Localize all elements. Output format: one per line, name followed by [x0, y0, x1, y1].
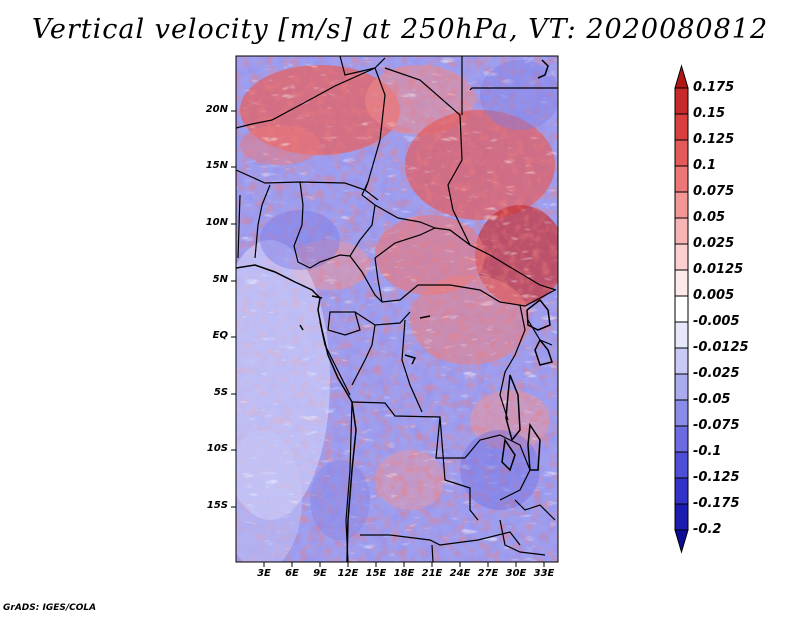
colorbar-label: -0.075 [693, 418, 740, 433]
colorbar-segment [674, 113, 689, 141]
colorbar-label: -0.005 [693, 314, 740, 329]
lat-label-5s: 5S [213, 387, 228, 398]
colorbar-segment [674, 399, 689, 427]
colorbar-label: 0.1 [693, 158, 717, 173]
colorbar-label: 0.175 [693, 80, 735, 95]
colorbar-label: 0.025 [693, 236, 735, 251]
colorbar-segment [674, 503, 689, 531]
colorbar-segment [674, 321, 689, 349]
colorbar-label: -0.2 [693, 522, 722, 537]
lon-label-27e: 27E [477, 568, 499, 579]
lat-label-15s: 15S [206, 500, 228, 511]
lat-label-eq: EQ [212, 330, 228, 341]
colorbar-label: -0.0125 [693, 340, 749, 355]
lon-label-33e: 33E [533, 568, 555, 579]
lat-ticks [231, 110, 236, 508]
colorbar-label: 0.05 [693, 210, 726, 225]
lat-label-20n: 20N [205, 104, 228, 115]
colorbar-segment [674, 347, 689, 375]
lat-label-5n: 5N [212, 274, 228, 285]
lon-label-15e: 15E [365, 568, 387, 579]
colorbar-segment [674, 87, 689, 115]
map-title: Vertical velocity [m/s] at 250hPa, VT: 2… [31, 14, 769, 45]
lon-label-30e: 30E [505, 568, 527, 579]
colorbar-label: -0.1 [693, 444, 722, 459]
colorbar-top-arrow [674, 64, 689, 89]
lon-label-21e: 21E [421, 568, 443, 579]
colorbar-segment [674, 217, 689, 245]
lat-label-15n: 15N [205, 160, 228, 171]
lon-ticks [263, 562, 545, 567]
lon-label-3e: 3E [257, 568, 271, 579]
colorbar-segment [674, 451, 689, 479]
colorbar-segment [674, 373, 689, 401]
colorbar-label: 0.0125 [693, 262, 744, 277]
colorbar-label: -0.025 [693, 366, 740, 381]
colorbar-label: -0.125 [693, 470, 740, 485]
colorbar-label: -0.175 [693, 496, 740, 511]
colorbar-segment [674, 269, 689, 297]
colorbar-label: 0.15 [693, 106, 726, 121]
colorbar-segment [674, 191, 689, 219]
colorbar-bottom-arrow [674, 529, 689, 554]
coastlines [236, 59, 553, 562]
map-frame [235, 55, 559, 563]
lat-label-10n: 10N [205, 217, 228, 228]
velocity-field [236, 56, 558, 562]
lon-label-12e: 12E [337, 568, 359, 579]
grads-credit: GrADS: IGES/COLA [3, 603, 97, 613]
lon-label-6e: 6E [285, 568, 299, 579]
lat-label-10s: 10S [206, 443, 228, 454]
colorbar-segment [674, 243, 689, 271]
colorbar-label: -0.05 [693, 392, 731, 407]
colorbar-label: 0.075 [693, 184, 735, 199]
lon-label-9e: 9E [313, 568, 327, 579]
colorbar-segment [674, 295, 689, 323]
colorbar-label: 0.125 [693, 132, 735, 147]
colorbar-segment [674, 139, 689, 167]
colorbar [674, 64, 689, 554]
colorbar-segment [674, 165, 689, 193]
country-borders [236, 56, 558, 562]
lon-label-18e: 18E [393, 568, 415, 579]
colorbar-segment [674, 477, 689, 505]
lon-label-24e: 24E [449, 568, 471, 579]
colorbar-segment [674, 425, 689, 453]
colorbar-label: 0.005 [693, 288, 735, 303]
